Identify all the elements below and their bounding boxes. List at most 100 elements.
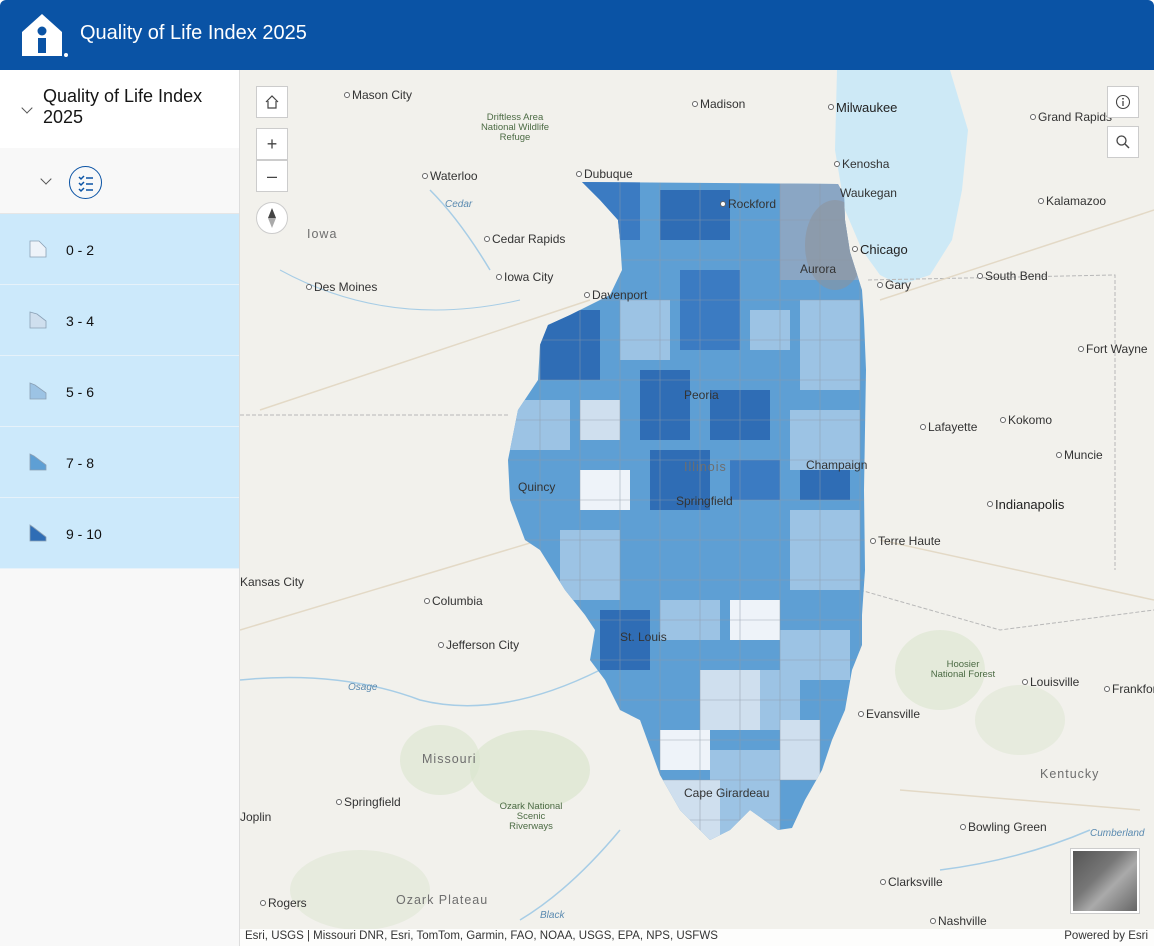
place-marker-icon [1104,686,1110,692]
collapse-chevron-icon[interactable] [21,102,33,114]
place-label: Waukegan [840,186,897,200]
place-marker-icon [1078,346,1084,352]
place-label: Evansville [866,707,921,721]
place-marker-icon [1000,417,1006,423]
place-label: Kalamazoo [1046,194,1107,208]
place-label: Joplin [240,810,272,824]
info-button[interactable] [1107,86,1139,118]
place-marker-icon [977,273,983,279]
place-marker-icon [930,918,936,924]
legend-list-icon [78,175,93,193]
place-marker-icon [260,900,266,906]
place-marker-icon [484,236,490,242]
place-label: Ozark National Scenic Riverways [499,801,563,832]
place-label: Mason City [352,88,413,102]
home-button[interactable] [256,86,288,118]
place-marker-icon [880,879,886,885]
home-icon [265,95,279,109]
place-marker-icon [877,282,883,288]
place-label: Springfield [344,795,401,809]
legend-swatch-icon [29,240,47,258]
place-marker-icon [828,104,834,110]
place-label: Black [540,910,565,921]
place-label: Davenport [592,288,648,302]
info-icon [1115,94,1131,110]
place-label: Milwaukee [836,100,898,115]
place-label: Indianapolis [995,497,1065,512]
search-icon [1116,135,1130,149]
place-marker-icon [496,274,502,280]
place-label: Jefferson City [446,638,520,652]
zoom-in-button[interactable]: + [256,128,288,160]
place-label: Illinois [684,460,727,474]
place-label: Hoosier National Forest [930,659,996,680]
place-marker-icon [1030,114,1036,120]
basemap [240,70,1154,930]
legend-label: 7 - 8 [66,455,95,471]
place-label: Iowa [307,227,338,241]
place-marker-icon [852,246,858,252]
place-label: Lafayette [928,420,978,434]
place-label: Cape Girardeau [684,786,770,800]
search-button[interactable] [1107,126,1139,158]
panel-header[interactable]: Quality of Life Index 2025 [0,70,239,148]
zoom-out-button[interactable]: – [256,160,288,192]
app-header: Quality of Life Index 2025 [0,0,1154,70]
panel-title: Quality of Life Index 2025 [43,86,203,127]
place-marker-icon [584,292,590,298]
legend-toggle-button[interactable] [69,166,102,199]
place-marker-icon [344,92,350,98]
place-marker-icon [870,538,876,544]
layer-panel: Quality of Life Index 2025 0 - 2 3 - 4 5 -… [0,70,240,946]
place-marker-icon [1022,679,1028,685]
place-label: Quincy [518,480,556,494]
basemap-toggle-button[interactable] [1070,848,1140,914]
place-label: St. Louis [620,630,667,644]
place-marker-icon [336,799,342,805]
legend-label: 0 - 2 [66,242,95,258]
app-logo-icon [22,14,68,57]
map-attribution: Esri, USGS | Missouri DNR, Esri, TomTom,… [240,929,1154,946]
legend-item: 5 - 6 [0,356,239,427]
app-title: Quality of Life Index 2025 [80,22,307,44]
place-label: Muncie [1064,448,1103,462]
place-label: South Bend [985,269,1048,283]
place-marker-icon [424,598,430,604]
place-label: Waterloo [430,169,478,183]
legend-swatch-icon [29,311,47,329]
place-marker-icon [1038,198,1044,204]
legend-swatch-icon [29,453,47,471]
place-label: Nashville [938,914,987,928]
place-marker-icon [920,424,926,430]
place-label: Ozark Plateau [396,893,489,907]
layer-row [0,148,239,214]
place-label: Frankfort [1112,682,1154,696]
place-label: Champaign [806,458,868,472]
legend-swatch-icon [29,524,47,542]
place-marker-icon [858,711,864,717]
place-marker-icon [1056,452,1062,458]
expand-chevron-icon[interactable] [40,173,52,185]
place-marker-icon [960,824,966,830]
place-label: Cumberland [1090,828,1145,839]
map-view[interactable]: Mason City Madison Milwaukee Grand Rapids Dr… [240,70,1154,946]
place-label: Dubuque [584,167,633,181]
place-label: Chicago [860,242,908,257]
place-label: Kentucky [1040,767,1100,781]
place-label: Madison [700,97,746,111]
legend-label: 5 - 6 [66,384,95,400]
place-label: Driftless Area National Wildlife Refuge [480,112,550,143]
place-marker-icon [576,171,582,177]
powered-by-link[interactable]: Powered by Esri [1064,930,1148,942]
place-label: Springfield [676,494,733,508]
place-label: Columbia [432,594,483,608]
compass-button[interactable] [256,202,288,234]
place-label: Cedar Rapids [492,232,566,246]
place-label: Fort Wayne [1086,342,1148,356]
place-label: Grand Rapids [1038,110,1113,124]
place-label: Clarksville [888,875,943,889]
place-label: Osage [348,682,378,693]
place-marker-icon [422,173,428,179]
place-label: Peoria [684,388,719,402]
place-label: Terre Haute [878,534,941,548]
